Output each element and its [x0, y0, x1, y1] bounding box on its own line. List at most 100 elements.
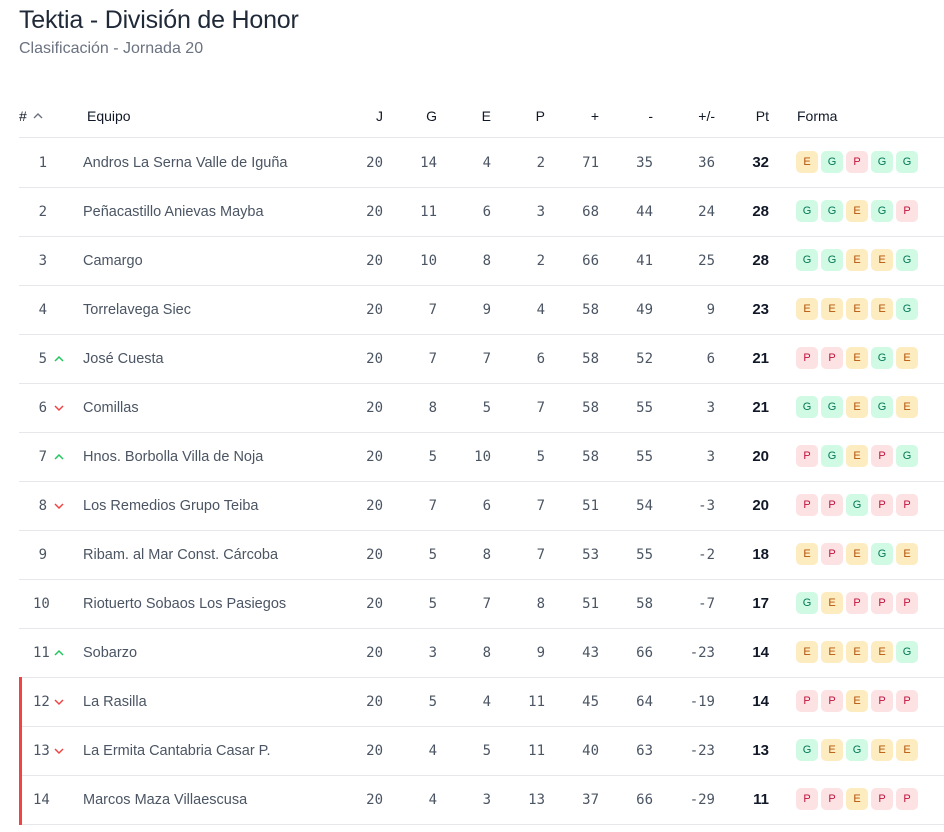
table-row[interactable]: 12 La Rasilla 20 5 4 11 45 64 -19 14 P P E P P: [19, 677, 944, 727]
sort-ascending-icon[interactable]: [33, 111, 43, 121]
form-badge: E: [896, 396, 918, 418]
goals-against-cell: 54: [636, 497, 653, 514]
goal-difference-cell: -23: [689, 644, 715, 661]
lost-cell: 4: [536, 301, 545, 318]
form-badge: G: [896, 249, 918, 271]
drawn-cell: 7: [482, 350, 491, 367]
position-number: 3: [38, 252, 47, 269]
column-header-goals-against[interactable]: -: [648, 108, 653, 124]
position-cell: 6: [33, 383, 61, 432]
team-name[interactable]: La Rasilla: [83, 693, 147, 710]
team-name[interactable]: Sobarzo: [83, 644, 138, 661]
team-name[interactable]: Riotuerto Sobaos Los Pasiegos: [83, 595, 287, 612]
drawn-cell: 8: [482, 644, 491, 661]
team-name[interactable]: Los Remedios Grupo Teiba: [83, 497, 259, 514]
goals-for-cell: 40: [582, 742, 599, 759]
points-cell: 14: [752, 693, 769, 710]
position-cell: 4: [33, 285, 61, 334]
form-badge: E: [846, 445, 868, 467]
form-badge: E: [846, 249, 868, 271]
form-badge: P: [896, 200, 918, 222]
team-name[interactable]: Hnos. Borbolla Villa de Noja: [83, 448, 264, 465]
position-cell: 10: [33, 579, 61, 628]
team-name[interactable]: Andros La Serna Valle de Iguña: [83, 154, 288, 171]
column-header-position[interactable]: #: [19, 106, 43, 126]
table-row[interactable]: 1 Andros La Serna Valle de Iguña 20 14 4 2 71 3…: [19, 138, 944, 188]
points-cell: 14: [752, 644, 769, 661]
form-badge: G: [796, 200, 818, 222]
points-cell: 20: [752, 497, 769, 514]
table-row[interactable]: 6 Comillas 20 8 5 7 58 55 3 21 G G E G E: [19, 383, 944, 433]
form-badge: G: [896, 445, 918, 467]
position-cell: 2: [33, 187, 61, 236]
position-cell: 3: [33, 236, 61, 285]
played-cell: 20: [366, 546, 383, 563]
form-badge: P: [796, 494, 818, 516]
team-name[interactable]: Comillas: [83, 399, 139, 416]
form-badge: E: [821, 641, 843, 663]
team-name[interactable]: Marcos Maza Villaescusa: [83, 791, 248, 808]
position-number: 11: [33, 644, 50, 661]
column-header-goals-for[interactable]: +: [590, 108, 599, 124]
column-header-lost[interactable]: P: [535, 108, 545, 124]
table-row[interactable]: 7 Hnos. Borbolla Villa de Noja 20 5 10 5 58 55 3…: [19, 432, 944, 482]
team-name[interactable]: Camargo: [83, 252, 143, 269]
goals-against-cell: 35: [636, 154, 653, 171]
form-badge: G: [896, 298, 918, 320]
goals-against-cell: 49: [636, 301, 653, 318]
team-name[interactable]: Torrelavega Siec: [83, 301, 191, 318]
column-header-position-label: #: [19, 108, 27, 124]
drawn-cell: 4: [482, 693, 491, 710]
table-row[interactable]: 10 Riotuerto Sobaos Los Pasiegos 20 5 7 8 51 58…: [19, 579, 944, 629]
position-cell: 14: [33, 775, 61, 824]
position-number: 8: [38, 497, 47, 514]
position-cell: 1: [33, 138, 61, 187]
column-header-goal-difference[interactable]: +/-: [698, 108, 715, 124]
table-row[interactable]: 4 Torrelavega Siec 20 7 9 4 58 49 9 23 E E E E G: [19, 285, 944, 335]
goals-against-cell: 58: [636, 595, 653, 612]
drawn-cell: 8: [482, 252, 491, 269]
trend-down-icon: [54, 383, 66, 432]
table-row[interactable]: 11 Sobarzo 20 3 8 9 43 66 -23 14 E E E E G: [19, 628, 944, 678]
form-badge: P: [896, 690, 918, 712]
form-badge: G: [896, 151, 918, 173]
form-badge: P: [871, 690, 893, 712]
form-badge: G: [796, 739, 818, 761]
position-cell: 7: [33, 432, 61, 481]
form-badge: E: [796, 641, 818, 663]
team-name[interactable]: Ribam. al Mar Const. Cárcoba: [83, 546, 279, 563]
position-number: 10: [33, 595, 50, 612]
table-row[interactable]: 5 José Cuesta 20 7 7 6 58 52 6 21 P P E G E: [19, 334, 944, 384]
table-row[interactable]: 14 Marcos Maza Villaescusa 20 4 3 13 37 66 -29 11…: [19, 775, 944, 825]
drawn-cell: 6: [482, 203, 491, 220]
column-header-won[interactable]: G: [426, 108, 437, 124]
team-name[interactable]: La Ermita Cantabria Casar P.: [83, 742, 271, 759]
won-cell: 14: [420, 154, 437, 171]
won-cell: 7: [428, 301, 437, 318]
table-row[interactable]: 3 Camargo 20 10 8 2 66 41 25 28 G G E E G: [19, 236, 944, 286]
column-header-team[interactable]: Equipo: [87, 108, 131, 124]
position-number: 4: [38, 301, 47, 318]
won-cell: 3: [428, 644, 437, 661]
table-row[interactable]: 9 Ribam. al Mar Const. Cárcoba 20 5 8 7 53 55 -2…: [19, 530, 944, 580]
form-badge: P: [796, 445, 818, 467]
column-header-drawn[interactable]: E: [481, 108, 491, 124]
column-header-played[interactable]: J: [376, 108, 383, 124]
team-name[interactable]: José Cuesta: [83, 350, 164, 367]
column-header-points[interactable]: Pt: [755, 108, 769, 124]
team-name[interactable]: Peñacastillo Anievas Mayba: [83, 203, 264, 220]
goals-against-cell: 55: [636, 399, 653, 416]
won-cell: 8: [428, 399, 437, 416]
header-divider: [19, 137, 944, 138]
won-cell: 5: [428, 693, 437, 710]
table-row[interactable]: 13 La Ermita Cantabria Casar P. 20 4 5 11 40 63…: [19, 726, 944, 776]
table-row[interactable]: 8 Los Remedios Grupo Teiba 20 7 6 7 51 54 -3 20 P P…: [19, 481, 944, 531]
table-row[interactable]: 2 Peñacastillo Anievas Mayba 20 11 6 3 68 44 24 2…: [19, 187, 944, 237]
goals-for-cell: 53: [582, 546, 599, 563]
